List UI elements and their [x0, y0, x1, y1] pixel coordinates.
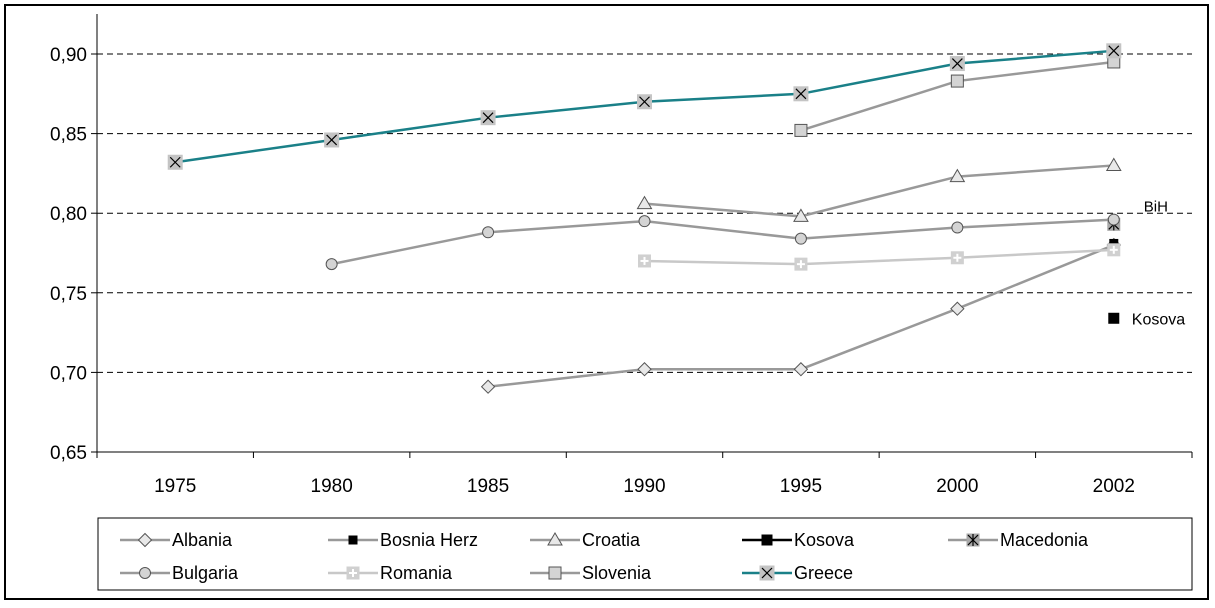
legend-item-albania: Albania [120, 530, 233, 550]
series-line-slovenia [800, 60, 1114, 132]
data-point-bulgaria [482, 226, 495, 239]
data-point-bulgaria [638, 215, 651, 228]
data-point-greece [167, 154, 183, 170]
legend-marker [761, 534, 773, 546]
data-point-albania [637, 362, 652, 377]
legend-item-romania: Romania [328, 563, 453, 583]
data-point-bulgaria [951, 221, 964, 234]
annotation-kosova: Kosova [1132, 311, 1185, 328]
data-point-albania [793, 362, 809, 377]
x-tick-label: 1985 [467, 476, 509, 497]
y-tick-label: 0,75 [50, 284, 87, 305]
legend-label: Croatia [582, 530, 641, 550]
legend-label: Slovenia [582, 563, 652, 583]
x-tick-label: 1995 [780, 476, 822, 497]
series-croatia [636, 157, 1122, 222]
data-point-albania [950, 301, 965, 316]
y-tick-label: 0,80 [50, 204, 87, 225]
legend-item-bosnia-herz: Bosnia Herz [328, 530, 478, 550]
series-slovenia [794, 55, 1121, 137]
legend-marker [759, 565, 775, 581]
data-point-bulgaria [794, 232, 807, 245]
data-point-kosova [1108, 312, 1120, 324]
y-tick-label: 0,85 [50, 125, 87, 146]
legend-marker [137, 532, 153, 548]
legend-item-bulgaria: Bulgaria [120, 563, 239, 583]
data-point-greece [1106, 43, 1122, 59]
y-tick-label: 0,65 [50, 443, 87, 464]
x-tick-label: 1990 [623, 476, 665, 497]
data-point-greece [324, 132, 340, 148]
data-point-slovenia [950, 74, 964, 88]
series-kosova [1108, 312, 1120, 324]
series-line-croatia [644, 164, 1114, 218]
legend-label: Albania [172, 530, 233, 550]
data-point-greece [793, 86, 809, 102]
series-greece [167, 43, 1122, 170]
legend-label: Macedonia [1000, 530, 1089, 550]
data-point-albania [480, 379, 496, 394]
data-point-bulgaria [325, 258, 338, 271]
data-point-romania [794, 257, 808, 271]
x-tick-label: 1980 [311, 476, 353, 497]
data-point-greece [637, 94, 652, 110]
legend-marker [348, 535, 358, 545]
data-point-romania [950, 251, 964, 265]
legend-item-kosova: Kosova [742, 530, 855, 550]
data-point-slovenia [794, 123, 808, 137]
data-point-romania [638, 254, 651, 268]
data-point-greece [480, 110, 496, 126]
legend-marker [966, 533, 980, 547]
series-bulgaria [325, 213, 1120, 271]
data-point-croatia [793, 208, 809, 222]
series-line-romania [644, 248, 1114, 266]
legend-marker [548, 566, 562, 580]
annotation-bih: BiH [1144, 198, 1168, 215]
legend-label: Kosova [794, 530, 855, 550]
x-tick-label: 2000 [936, 476, 978, 497]
legend-label: Romania [380, 563, 453, 583]
legend-marker [139, 567, 151, 579]
data-point-croatia [949, 168, 966, 183]
data-point-greece [949, 56, 965, 72]
legend-label: Greece [794, 563, 853, 583]
series-romania [638, 243, 1121, 271]
legend-marker [346, 566, 360, 580]
x-tick-label: 2002 [1093, 476, 1135, 497]
legend-box [97, 517, 1193, 591]
data-point-croatia [636, 195, 653, 210]
data-point-romania [1107, 243, 1121, 257]
y-tick-label: 0,70 [50, 363, 87, 384]
legend-label: Bulgaria [172, 563, 239, 583]
legend-marker [547, 532, 563, 546]
legend-label: Bosnia Herz [380, 530, 478, 550]
y-tick-label: 0,90 [50, 45, 87, 66]
data-point-croatia [1105, 157, 1122, 171]
legend-item-macedonia: Macedonia [948, 530, 1089, 550]
legend-item-slovenia: Slovenia [530, 563, 652, 583]
legend-item-croatia: Croatia [530, 530, 641, 550]
series-line-bulgaria [331, 218, 1114, 266]
data-point-bulgaria [1107, 213, 1120, 226]
x-tick-label: 1975 [154, 476, 196, 497]
chart-frame [4, 4, 1209, 600]
legend-item-greece: Greece [742, 563, 853, 583]
